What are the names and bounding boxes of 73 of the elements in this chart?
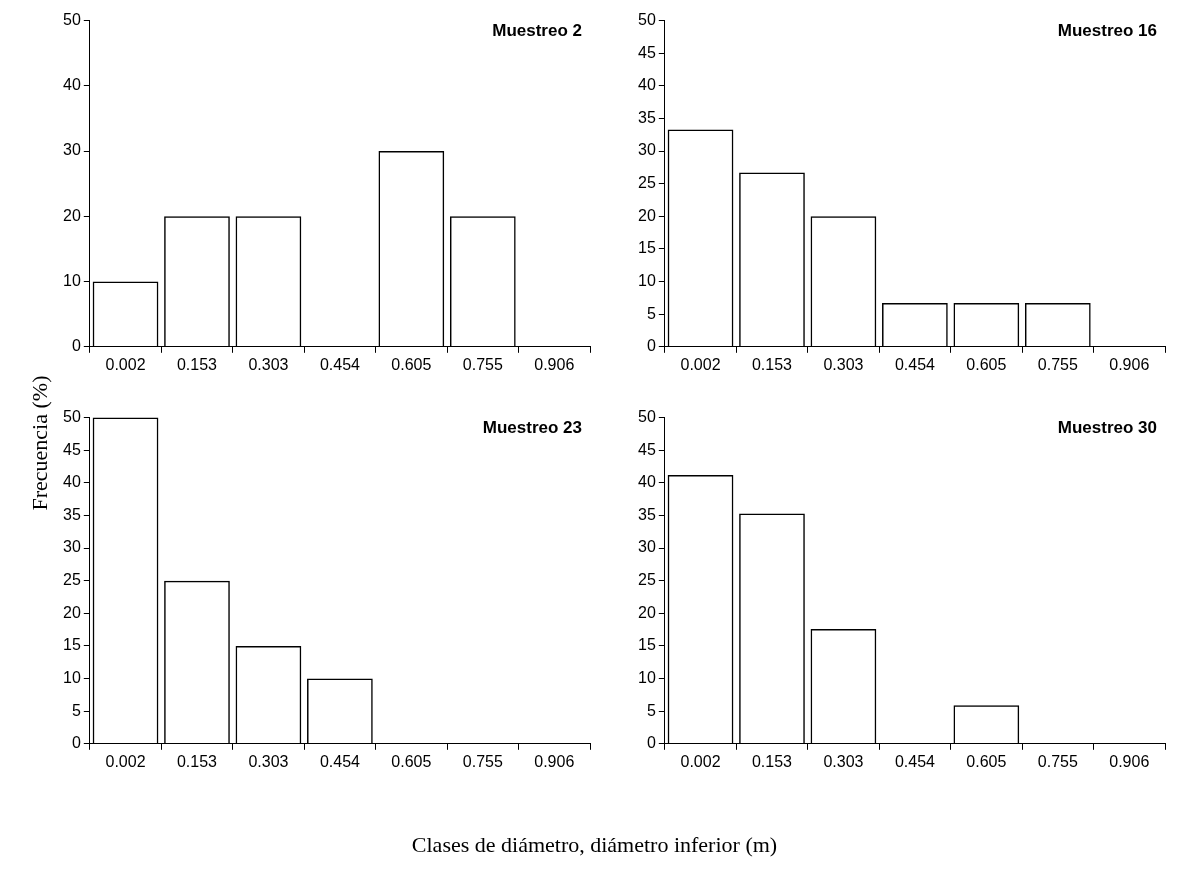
y-tick-label: 45 xyxy=(63,440,81,458)
y-axis-title: Frecuencia (%) xyxy=(27,374,53,513)
y-tick-label: 0 xyxy=(646,734,656,752)
y-tick-label: 20 xyxy=(63,603,81,621)
chart-title: Muestreo 16 xyxy=(1057,20,1157,40)
y-tick-label: 15 xyxy=(638,239,656,257)
y-tick-label: 10 xyxy=(63,271,81,289)
y-tick-label: 50 xyxy=(638,11,656,29)
y-tick-label: 10 xyxy=(638,668,656,686)
chart-title: Muestreo 30 xyxy=(1057,417,1157,437)
x-tick-label: 0.755 xyxy=(462,752,503,770)
x-tick-label: 0.906 xyxy=(534,355,575,373)
y-tick-label: 0 xyxy=(71,337,81,355)
x-axis-title: Clases de diámetro, diámetro inferior (m) xyxy=(410,832,779,858)
y-tick-label: 30 xyxy=(63,141,81,159)
x-tick-label: 0.153 xyxy=(176,752,218,770)
y-tick-label: 50 xyxy=(63,408,81,426)
x-tick-label: 0.002 xyxy=(680,355,721,373)
y-tick-label: 25 xyxy=(63,571,81,589)
x-tick-label: 0.755 xyxy=(1037,355,1078,373)
y-tick-label: 25 xyxy=(638,571,656,589)
y-tick-label: 10 xyxy=(638,271,656,289)
x-tick-label: 0.002 xyxy=(105,752,146,770)
y-tick-label: 5 xyxy=(71,701,81,719)
y-tick-label: 15 xyxy=(63,636,81,654)
y-tick-label: 40 xyxy=(638,76,656,94)
y-tick-label: 40 xyxy=(638,473,656,491)
y-tick-label: 20 xyxy=(638,206,656,224)
y-tick-label: 45 xyxy=(638,440,656,458)
x-tick-label: 0.153 xyxy=(751,752,793,770)
x-tick-label: 0.605 xyxy=(966,752,1007,770)
x-tick-label: 0.454 xyxy=(894,752,936,770)
x-tick-label: 0.002 xyxy=(105,355,146,373)
y-tick-label: 40 xyxy=(63,76,81,94)
y-tick-label: 15 xyxy=(638,636,656,654)
y-tick-label: 10 xyxy=(63,668,81,686)
x-tick-label: 0.605 xyxy=(391,355,432,373)
chart-title: Muestreo 23 xyxy=(482,417,582,437)
y-tick-label: 35 xyxy=(638,108,656,126)
x-tick-label: 0.605 xyxy=(966,355,1007,373)
x-tick-label: 0.153 xyxy=(751,355,793,373)
y-tick-label: 35 xyxy=(63,505,81,523)
x-tick-label: 0.303 xyxy=(248,355,289,373)
x-tick-label: 0.454 xyxy=(319,752,361,770)
x-tick-label: 0.454 xyxy=(319,355,361,373)
x-tick-label: 0.454 xyxy=(894,355,936,373)
y-tick-label: 50 xyxy=(63,11,81,29)
x-tick-label: 0.755 xyxy=(462,355,503,373)
y-tick-label: 30 xyxy=(638,141,656,159)
y-tick-label: 0 xyxy=(646,337,656,355)
x-tick-label: 0.303 xyxy=(248,752,289,770)
y-tick-label: 20 xyxy=(63,206,81,224)
y-tick-label: 45 xyxy=(638,43,656,61)
y-tick-label: 35 xyxy=(638,505,656,523)
x-tick-label: 0.303 xyxy=(823,355,864,373)
x-tick-label: 0.002 xyxy=(680,752,721,770)
y-tick-label: 5 xyxy=(646,304,656,322)
x-tick-label: 0.605 xyxy=(391,752,432,770)
y-tick-label: 30 xyxy=(638,538,656,556)
x-tick-label: 0.303 xyxy=(823,752,864,770)
y-tick-label: 5 xyxy=(646,701,656,719)
x-tick-label: 0.755 xyxy=(1037,752,1078,770)
y-tick-label: 20 xyxy=(638,603,656,621)
x-tick-label: 0.153 xyxy=(176,355,218,373)
y-tick-label: 0 xyxy=(71,734,81,752)
y-tick-label: 25 xyxy=(638,174,656,192)
x-tick-label: 0.906 xyxy=(534,752,575,770)
y-tick-label: 40 xyxy=(63,473,81,491)
x-tick-label: 0.906 xyxy=(1109,752,1150,770)
y-tick-label: 50 xyxy=(638,408,656,426)
y-tick-label: 30 xyxy=(63,538,81,556)
x-tick-label: 0.906 xyxy=(1109,355,1150,373)
chart-title: Muestreo 2 xyxy=(492,20,582,40)
